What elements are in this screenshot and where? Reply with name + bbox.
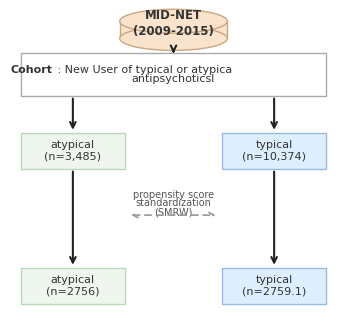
Bar: [21, 133, 125, 169]
Bar: [21, 268, 125, 304]
Bar: [222, 133, 326, 169]
Text: MID-NET
(2009-2015): MID-NET (2009-2015): [133, 9, 214, 38]
Text: standardization: standardization: [136, 198, 211, 208]
Text: : New User of typical or atypica: : New User of typical or atypica: [54, 65, 232, 75]
Text: Cohort: Cohort: [10, 65, 52, 75]
Bar: [21, 53, 326, 96]
Ellipse shape: [120, 26, 227, 50]
Text: atypical
(n=2756): atypical (n=2756): [46, 274, 100, 297]
Text: antipsychoticsl: antipsychoticsl: [132, 74, 215, 84]
Text: propensity score: propensity score: [133, 190, 214, 200]
Text: typical
(n=2759.1): typical (n=2759.1): [242, 274, 306, 297]
Text: typical
(n=10,374): typical (n=10,374): [242, 139, 306, 162]
Text: (SMRW): (SMRW): [154, 208, 193, 218]
Bar: [222, 268, 326, 304]
Bar: [120, 21, 227, 38]
Ellipse shape: [120, 9, 227, 33]
Text: atypical
(n=3,485): atypical (n=3,485): [44, 139, 101, 162]
